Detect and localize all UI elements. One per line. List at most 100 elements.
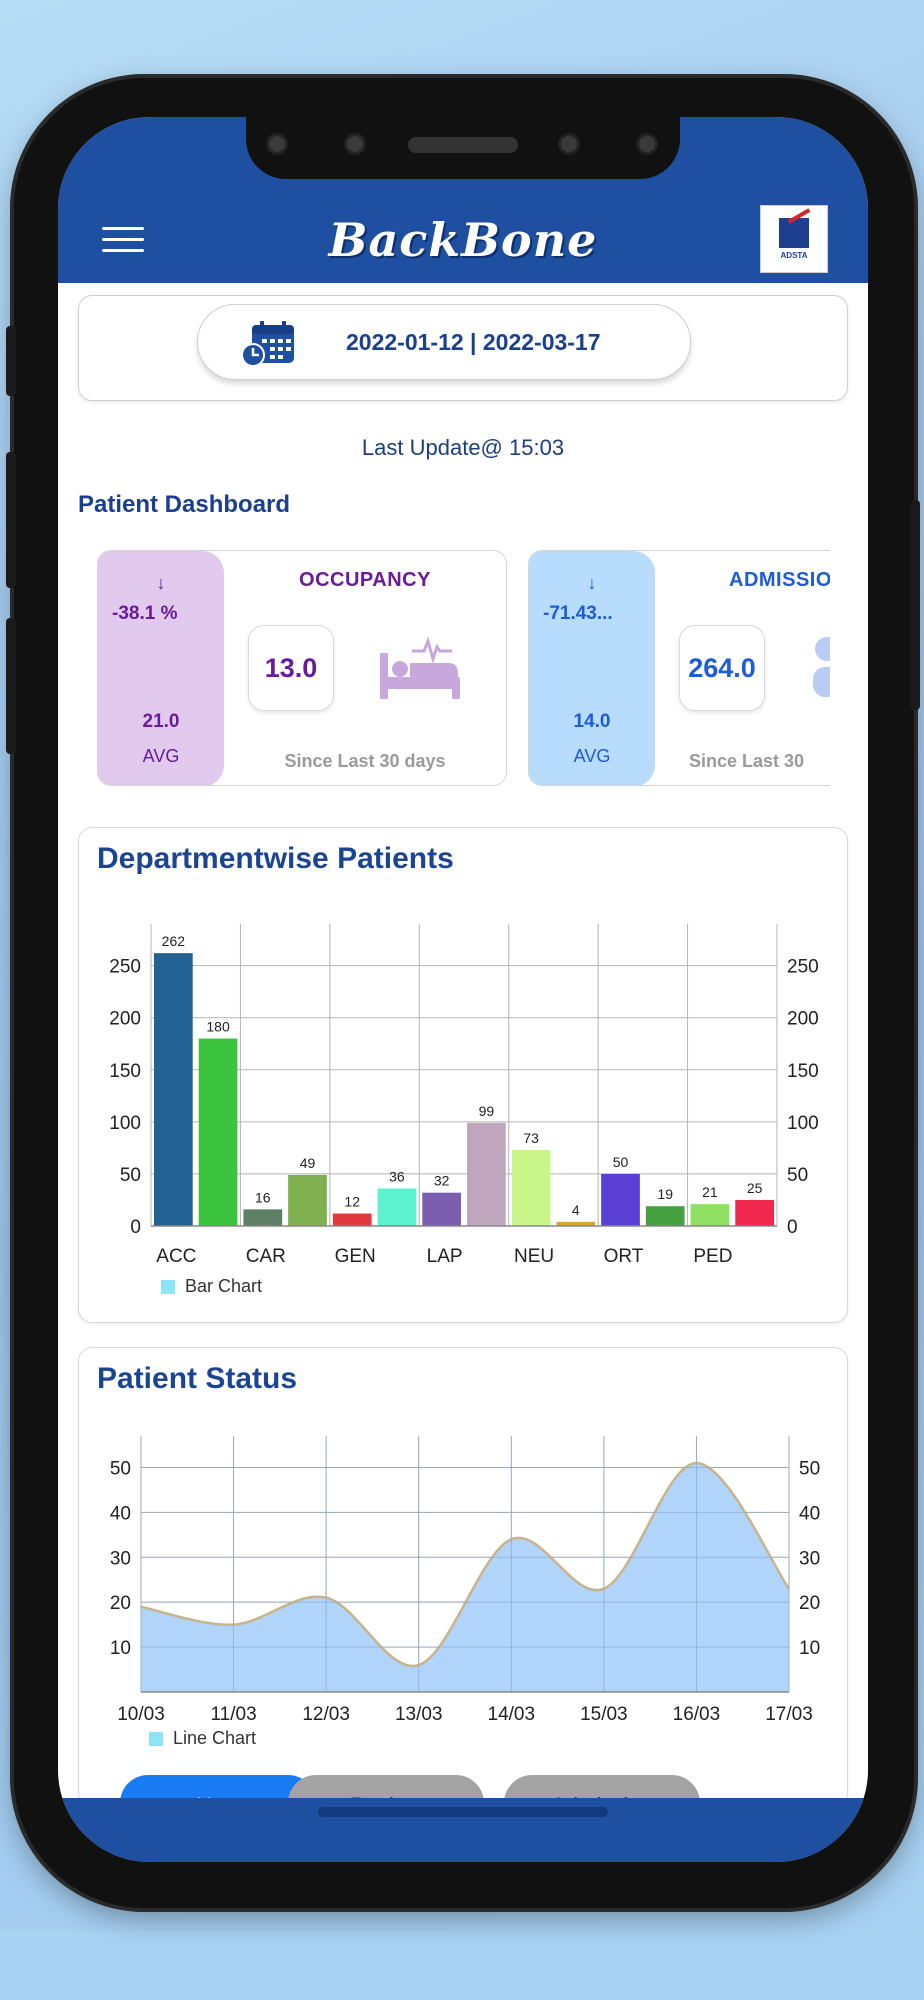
x-tick-label: 12/03 xyxy=(302,1704,350,1725)
bar xyxy=(467,1122,506,1226)
calendar-clock-icon xyxy=(241,321,294,367)
kpi-avg-value: 14.0 xyxy=(573,711,611,732)
bar xyxy=(154,953,193,1226)
x-tick-label: 14/03 xyxy=(488,1704,536,1725)
y-tick-label-right: 30 xyxy=(799,1548,820,1569)
kpi-avg-label: AVG xyxy=(573,746,611,766)
bar xyxy=(198,1038,238,1226)
y-tick-label: 150 xyxy=(109,1061,141,1082)
home-indicator[interactable] xyxy=(318,1807,608,1817)
kpi-title: OCCUPANCY xyxy=(299,569,431,591)
brand-name: ADSTA xyxy=(780,251,808,260)
bar xyxy=(690,1204,730,1226)
patient-status-card: Patient Status 10 10 20 20 30 30 40 40 50 50 10/03… xyxy=(78,1347,848,1807)
x-tick-label: ACC xyxy=(156,1246,196,1267)
bar xyxy=(735,1199,774,1226)
legend-swatch xyxy=(161,1279,175,1294)
bar-value-label: 73 xyxy=(523,1130,539,1146)
kpi-card-admission[interactable]: ↓ -71.43... 14.0 AVG ADMISSIO 264.0 Sinc… xyxy=(528,550,830,786)
app-logo: BackBone xyxy=(328,213,598,267)
y-tick-label: 250 xyxy=(109,957,141,978)
x-tick-label: 16/03 xyxy=(673,1704,721,1725)
sensor-icon xyxy=(558,133,580,155)
bar-value-label: 25 xyxy=(747,1180,763,1196)
y-tick-label-right: 100 xyxy=(787,1113,819,1134)
brand-mark-icon xyxy=(779,218,809,248)
x-tick-label: 15/03 xyxy=(580,1704,628,1725)
y-tick-label-right: 200 xyxy=(787,1009,819,1030)
x-tick-label: 10/03 xyxy=(117,1704,165,1725)
x-tick-label: 11/03 xyxy=(211,1704,257,1725)
kpi-card-occupancy[interactable]: ↓ -38.1 % 21.0 AVG OCCUPANCY 13.0 Since … xyxy=(97,550,507,786)
front-camera-icon xyxy=(636,133,658,155)
y-tick-label-right: 0 xyxy=(787,1217,798,1238)
bar-value-label: 4 xyxy=(572,1202,580,1218)
y-tick-label-right: 10 xyxy=(799,1638,820,1659)
volume-down-button xyxy=(6,618,16,754)
x-tick-label: LAP xyxy=(427,1246,463,1267)
kpi-avg-label: AVG xyxy=(142,746,180,766)
bar-value-label: 262 xyxy=(162,933,186,949)
y-tick-label-right: 50 xyxy=(799,1458,820,1479)
phone-screen: BackBone ADSTA xyxy=(58,117,868,1862)
kpi-change-panel: ↓ -38.1 % 21.0 AVG xyxy=(98,551,224,785)
bar-value-label: 21 xyxy=(702,1184,718,1200)
kpi-title: ADMISSIO xyxy=(729,569,830,591)
y-tick-label: 30 xyxy=(110,1548,131,1569)
last-update-text: Last Update@ 15:03 xyxy=(361,435,565,460)
x-tick-label: PED xyxy=(693,1246,732,1267)
y-tick-label: 200 xyxy=(109,1009,141,1030)
bar xyxy=(288,1174,327,1226)
x-tick-label: GEN xyxy=(335,1246,376,1267)
bar-value-label: 12 xyxy=(344,1194,360,1210)
kpi-since-text: Since Last 30 xyxy=(689,751,805,771)
bar-value-label: 99 xyxy=(479,1103,495,1119)
legend-swatch xyxy=(149,1731,163,1746)
chart-legend: Bar Chart xyxy=(161,1276,262,1297)
bar-value-label: 16 xyxy=(255,1189,271,1205)
x-tick-label: 13/03 xyxy=(395,1704,443,1725)
down-arrow-icon: ↓ xyxy=(156,573,166,593)
volume-up-button xyxy=(6,452,16,588)
kpi-change-value: -38.1 % xyxy=(112,603,178,624)
date-range-picker[interactable]: 2022-01-12 | 2022-03-17 xyxy=(197,304,691,380)
x-tick-label: ORT xyxy=(604,1246,644,1267)
bar xyxy=(511,1149,551,1226)
person-icon xyxy=(813,637,830,697)
kpi-value: 13.0 xyxy=(248,625,334,711)
y-tick-label-right: 250 xyxy=(787,957,819,978)
y-tick-label: 40 xyxy=(110,1503,131,1524)
y-tick-label: 20 xyxy=(110,1593,131,1614)
x-tick-label: CAR xyxy=(246,1246,286,1267)
background-stripe xyxy=(0,1930,924,2000)
chart-legend: Line Chart xyxy=(149,1728,256,1749)
departmentwise-patients-card: Departmentwise Patients 0 0 50 50 100 100 150 1… xyxy=(78,827,848,1323)
bar xyxy=(243,1209,283,1226)
bar-value-label: 49 xyxy=(300,1155,316,1171)
brand-logo[interactable]: ADSTA xyxy=(760,205,828,273)
area-chart: 10 10 20 20 30 30 40 40 50 50 10/03 11/03 12/03 13/03… xyxy=(110,1436,820,1725)
section-title: Patient Dashboard xyxy=(78,491,291,518)
kpi-since-text: Since Last 30 days xyxy=(284,751,446,771)
bar-value-label: 36 xyxy=(389,1169,405,1185)
mute-switch xyxy=(6,326,16,396)
x-tick-label: 17/03 xyxy=(765,1704,813,1725)
y-tick-label: 50 xyxy=(120,1165,141,1186)
bar xyxy=(601,1173,640,1226)
y-tick-label-right: 50 xyxy=(787,1165,808,1186)
hamburger-menu-icon[interactable] xyxy=(102,227,144,253)
y-tick-label-right: 40 xyxy=(799,1503,820,1524)
kpi-change-panel: ↓ -71.43... 14.0 AVG xyxy=(529,551,655,785)
date-range-text: 2022-01-12 | 2022-03-17 xyxy=(346,329,601,355)
y-tick-label: 100 xyxy=(109,1113,141,1134)
bar-value-label: 32 xyxy=(434,1173,450,1189)
y-tick-label-right: 20 xyxy=(799,1593,820,1614)
bar xyxy=(377,1188,417,1226)
chart-title: Patient Status xyxy=(97,1362,298,1395)
kpi-change-value: -71.43... xyxy=(543,603,613,624)
y-tick-label-right: 150 xyxy=(787,1061,819,1082)
bar xyxy=(422,1192,461,1226)
bar-value-label: 19 xyxy=(657,1186,673,1202)
bar-value-label: 180 xyxy=(206,1019,230,1035)
